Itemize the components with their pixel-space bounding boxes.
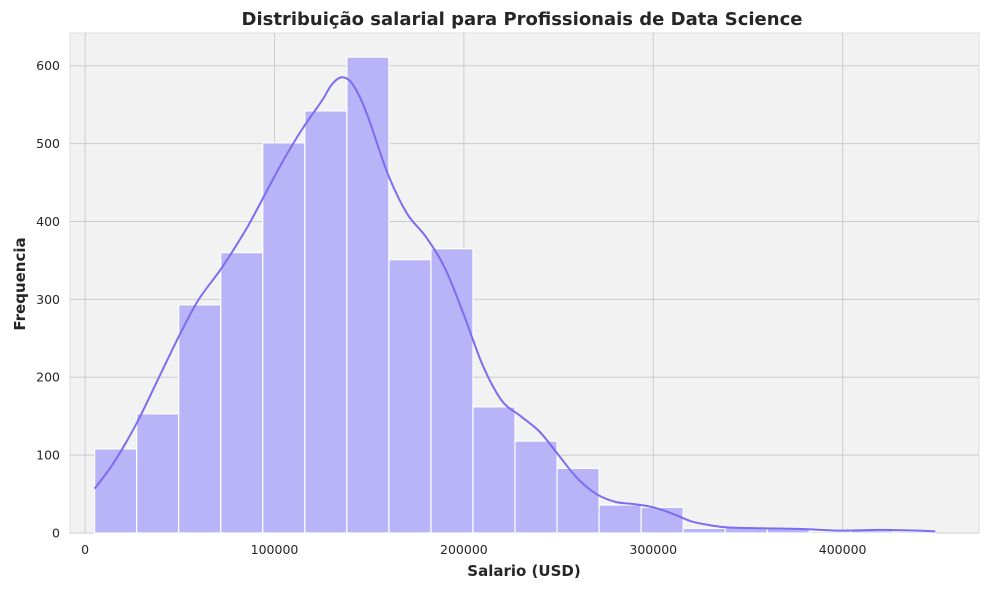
x-axis-label: Salario (USD) xyxy=(467,562,580,580)
x-tick-label: 300000 xyxy=(629,542,677,557)
x-tick-label: 100000 xyxy=(251,542,299,557)
histogram-bar xyxy=(472,406,516,534)
histogram-bar xyxy=(682,527,726,534)
histogram-bar xyxy=(136,413,180,534)
x-tick-label: 400000 xyxy=(819,542,867,557)
histogram-bar xyxy=(598,504,642,534)
histogram-bar xyxy=(388,259,432,534)
y-tick-labels: 0 100 200 300 400 500 600 xyxy=(36,58,60,540)
x-tick-labels: 0 100000 200000 300000 400000 xyxy=(81,542,866,557)
y-tick-label: 200 xyxy=(36,370,60,385)
x-tick-label: 0 xyxy=(81,542,89,557)
histogram-bar xyxy=(94,448,138,534)
x-tick-label: 200000 xyxy=(440,542,488,557)
histogram-bar xyxy=(220,252,264,534)
histogram-bars xyxy=(94,56,937,534)
histogram-bar xyxy=(262,142,306,534)
histogram-bar xyxy=(346,56,390,534)
y-tick-label: 600 xyxy=(36,58,60,73)
histogram-bar xyxy=(808,530,852,534)
histogram-bar xyxy=(304,110,348,534)
histogram-bar xyxy=(178,304,222,534)
histogram-bar xyxy=(640,506,684,534)
histogram-bar xyxy=(514,440,558,534)
y-tick-label: 0 xyxy=(52,526,60,541)
y-tick-label: 400 xyxy=(36,214,60,229)
histogram-bar xyxy=(430,248,474,534)
y-tick-label: 300 xyxy=(36,292,60,307)
y-tick-label: 100 xyxy=(36,448,60,463)
y-axis-label: Frequencia xyxy=(11,237,29,330)
y-tick-label: 500 xyxy=(36,136,60,151)
kde-curve xyxy=(93,76,936,533)
chart-title: Distribuição salarial para Profissionais… xyxy=(242,9,803,30)
